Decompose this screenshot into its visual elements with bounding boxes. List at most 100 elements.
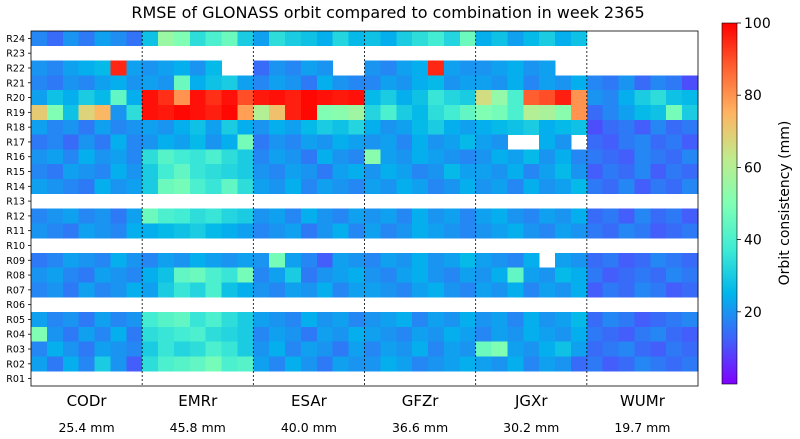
heatmap-cell-jgxr-r16-5 [555, 149, 572, 165]
heatmap-cell-esar-r07-5 [332, 282, 350, 298]
heatmap-cell-codr-r11-3 [78, 223, 95, 239]
heatmap-cell-emrr-r04-6 [237, 326, 254, 343]
heatmap-cell-emrr-r12-4 [205, 208, 222, 224]
heatmap-cell-esar-r12-6 [348, 208, 365, 224]
heatmap-cell-esar-r03-0 [253, 341, 270, 357]
heatmap-cell-esar-r17-0 [253, 134, 270, 150]
heatmap-cell-wumr-r18-5 [666, 119, 683, 135]
heatmap-cell-codr-r14-1 [46, 178, 64, 195]
heatmap-cell-jgxr-r02-1 [491, 356, 508, 372]
heatmap-cell-jgxr-r11-0 [475, 223, 492, 239]
heatmap-cell-wumr-r21-5 [666, 75, 683, 91]
heatmap-cell-emrr-r03-0 [142, 341, 159, 357]
heatmap-cell-emrr-r21-0 [142, 75, 159, 91]
heatmap-cell-jgxr-r21-2 [507, 75, 524, 91]
heatmap-cell-emrr-r15-4 [205, 164, 222, 180]
heatmap-cell-codr-r02-4 [94, 356, 111, 372]
row-label-r11: R11 [6, 226, 25, 237]
heatmap-cell-gfzr-r04-1 [380, 326, 397, 343]
heatmap-cell-gfzr-r07-1 [380, 282, 397, 298]
heatmap-cell-jgxr-r24-3 [523, 31, 540, 47]
heatmap-cell-esar-r24-5 [332, 31, 350, 47]
heatmap-cell-codr-r19-6 [126, 104, 143, 121]
heatmap-cell-esar-r07-3 [300, 282, 318, 298]
heatmap-cell-esar-r16-4 [316, 149, 334, 165]
heatmap-cell-emrr-r09-0 [142, 252, 159, 269]
heatmap-cell-esar-r02-5 [332, 356, 350, 372]
heatmap-cell-emrr-r19-4 [205, 104, 222, 121]
heatmap-cell-codr-r17-1 [46, 134, 64, 150]
heatmap-cell-jgxr-r19-1 [491, 104, 508, 121]
heatmap-cell-gfzr-r04-3 [412, 326, 429, 343]
heatmap-cell-esar-r16-6 [348, 149, 365, 165]
heatmap-cell-wumr-r20-5 [666, 90, 683, 106]
group-label-wumr: WUMr [620, 392, 666, 410]
heatmap-cell-codr-r07-0 [31, 282, 48, 298]
heatmap-cell-codr-r12-5 [110, 208, 127, 224]
heatmap-cell-jgxr-r09-2 [507, 252, 524, 269]
heatmap-cell-gfzr-r19-2 [396, 104, 413, 121]
colorbar-tick-label-80: 80 [744, 88, 762, 104]
heatmap-cell-codr-r14-3 [78, 178, 95, 195]
group-rmse-emrr: 45.8 mm [170, 420, 226, 435]
heatmap-cell-jgxr-r07-2 [507, 282, 524, 298]
heatmap-cell-gfzr-r18-6 [459, 119, 477, 135]
heatmap-cell-jgxr-r08-3 [523, 267, 540, 283]
heatmap-cell-emrr-r08-5 [221, 267, 238, 283]
heatmap-cell-jgxr-r15-3 [523, 164, 540, 180]
heatmap-cell-wumr-r18-2 [618, 119, 635, 135]
heatmap-cell-esar-r15-2 [285, 164, 302, 180]
heatmap-cell-emrr-r14-6 [237, 178, 254, 195]
heatmap-cell-gfzr-r21-5 [443, 75, 461, 91]
heatmap-cell-gfzr-r21-1 [380, 75, 397, 91]
heatmap-cell-wumr-r03-1 [602, 341, 619, 357]
heatmap-cell-jgxr-r21-4 [539, 75, 556, 91]
heatmap-cell-esar-r05-0 [253, 312, 270, 328]
heatmap-cell-emrr-r18-2 [173, 119, 191, 135]
heatmap-cell-codr-r11-5 [110, 223, 127, 239]
heatmap-cell-esar-r08-1 [269, 267, 286, 283]
heatmap-cell-codr-r05-5 [110, 312, 127, 328]
heatmap-cell-emrr-r20-0 [142, 90, 159, 106]
heatmap-cell-emrr-r09-5 [221, 252, 238, 269]
heatmap-cell-esar-r17-3 [300, 134, 318, 150]
heatmap-cell-codr-r08-4 [94, 267, 111, 283]
heatmap-cell-jgxr-r04-0 [475, 326, 492, 343]
heatmap-cell-codr-r18-0 [31, 119, 48, 135]
heatmap-cell-codr-r12-6 [126, 208, 143, 224]
heatmap-cell-gfzr-r24-0 [364, 31, 381, 47]
heatmap-cell-esar-r11-6 [348, 223, 365, 239]
heatmap-cell-codr-r09-4 [94, 252, 111, 269]
heatmap-cell-emrr-r14-0 [142, 178, 159, 195]
colorbar-tick-label-60: 60 [744, 160, 762, 176]
heatmap-cell-jgxr-r03-0 [475, 341, 492, 357]
heatmap-cell-emrr-r20-3 [189, 90, 207, 106]
group-label-emrr: EMRr [178, 392, 218, 410]
heatmap-cell-gfzr-r09-0 [364, 252, 381, 269]
heatmap-cell-gfzr-r03-6 [459, 341, 477, 357]
heatmap-cell-wumr-r02-2 [618, 356, 635, 372]
heatmap-cell-wumr-r12-0 [586, 208, 604, 224]
heatmap-cell-codr-r21-0 [31, 75, 48, 91]
heatmap-cell-gfzr-r03-4 [428, 341, 445, 357]
heatmap-cell-gfzr-r02-3 [412, 356, 429, 372]
heatmap-cell-emrr-r21-2 [173, 75, 191, 91]
heatmap-cell-gfzr-r08-4 [428, 267, 445, 283]
heatmap-cell-wumr-r12-5 [666, 208, 683, 224]
heatmap-cell-esar-r04-3 [300, 326, 318, 343]
heatmap-cell-esar-r17-5 [332, 134, 350, 150]
heatmap-cell-esar-r03-5 [332, 341, 350, 357]
heatmap-cell-gfzr-r11-3 [412, 223, 429, 239]
heatmap-cell-esar-r08-5 [332, 267, 350, 283]
heatmap-cell-emrr-r07-1 [158, 282, 175, 298]
heatmap-cell-emrr-r17-2 [173, 134, 191, 150]
heatmap-cell-codr-r12-1 [46, 208, 64, 224]
heatmap-cell-emrr-r12-3 [189, 208, 207, 224]
heatmap-cell-emrr-r11-3 [189, 223, 207, 239]
heatmap-cell-esar-r14-5 [332, 178, 350, 195]
heatmap-cell-wumr-r17-0 [586, 134, 604, 150]
heatmap-cell-esar-r21-5 [332, 75, 350, 91]
heatmap-cell-emrr-r05-2 [173, 312, 191, 328]
heatmap-cell-esar-r19-1 [269, 104, 286, 121]
heatmap-cell-gfzr-r18-2 [396, 119, 413, 135]
